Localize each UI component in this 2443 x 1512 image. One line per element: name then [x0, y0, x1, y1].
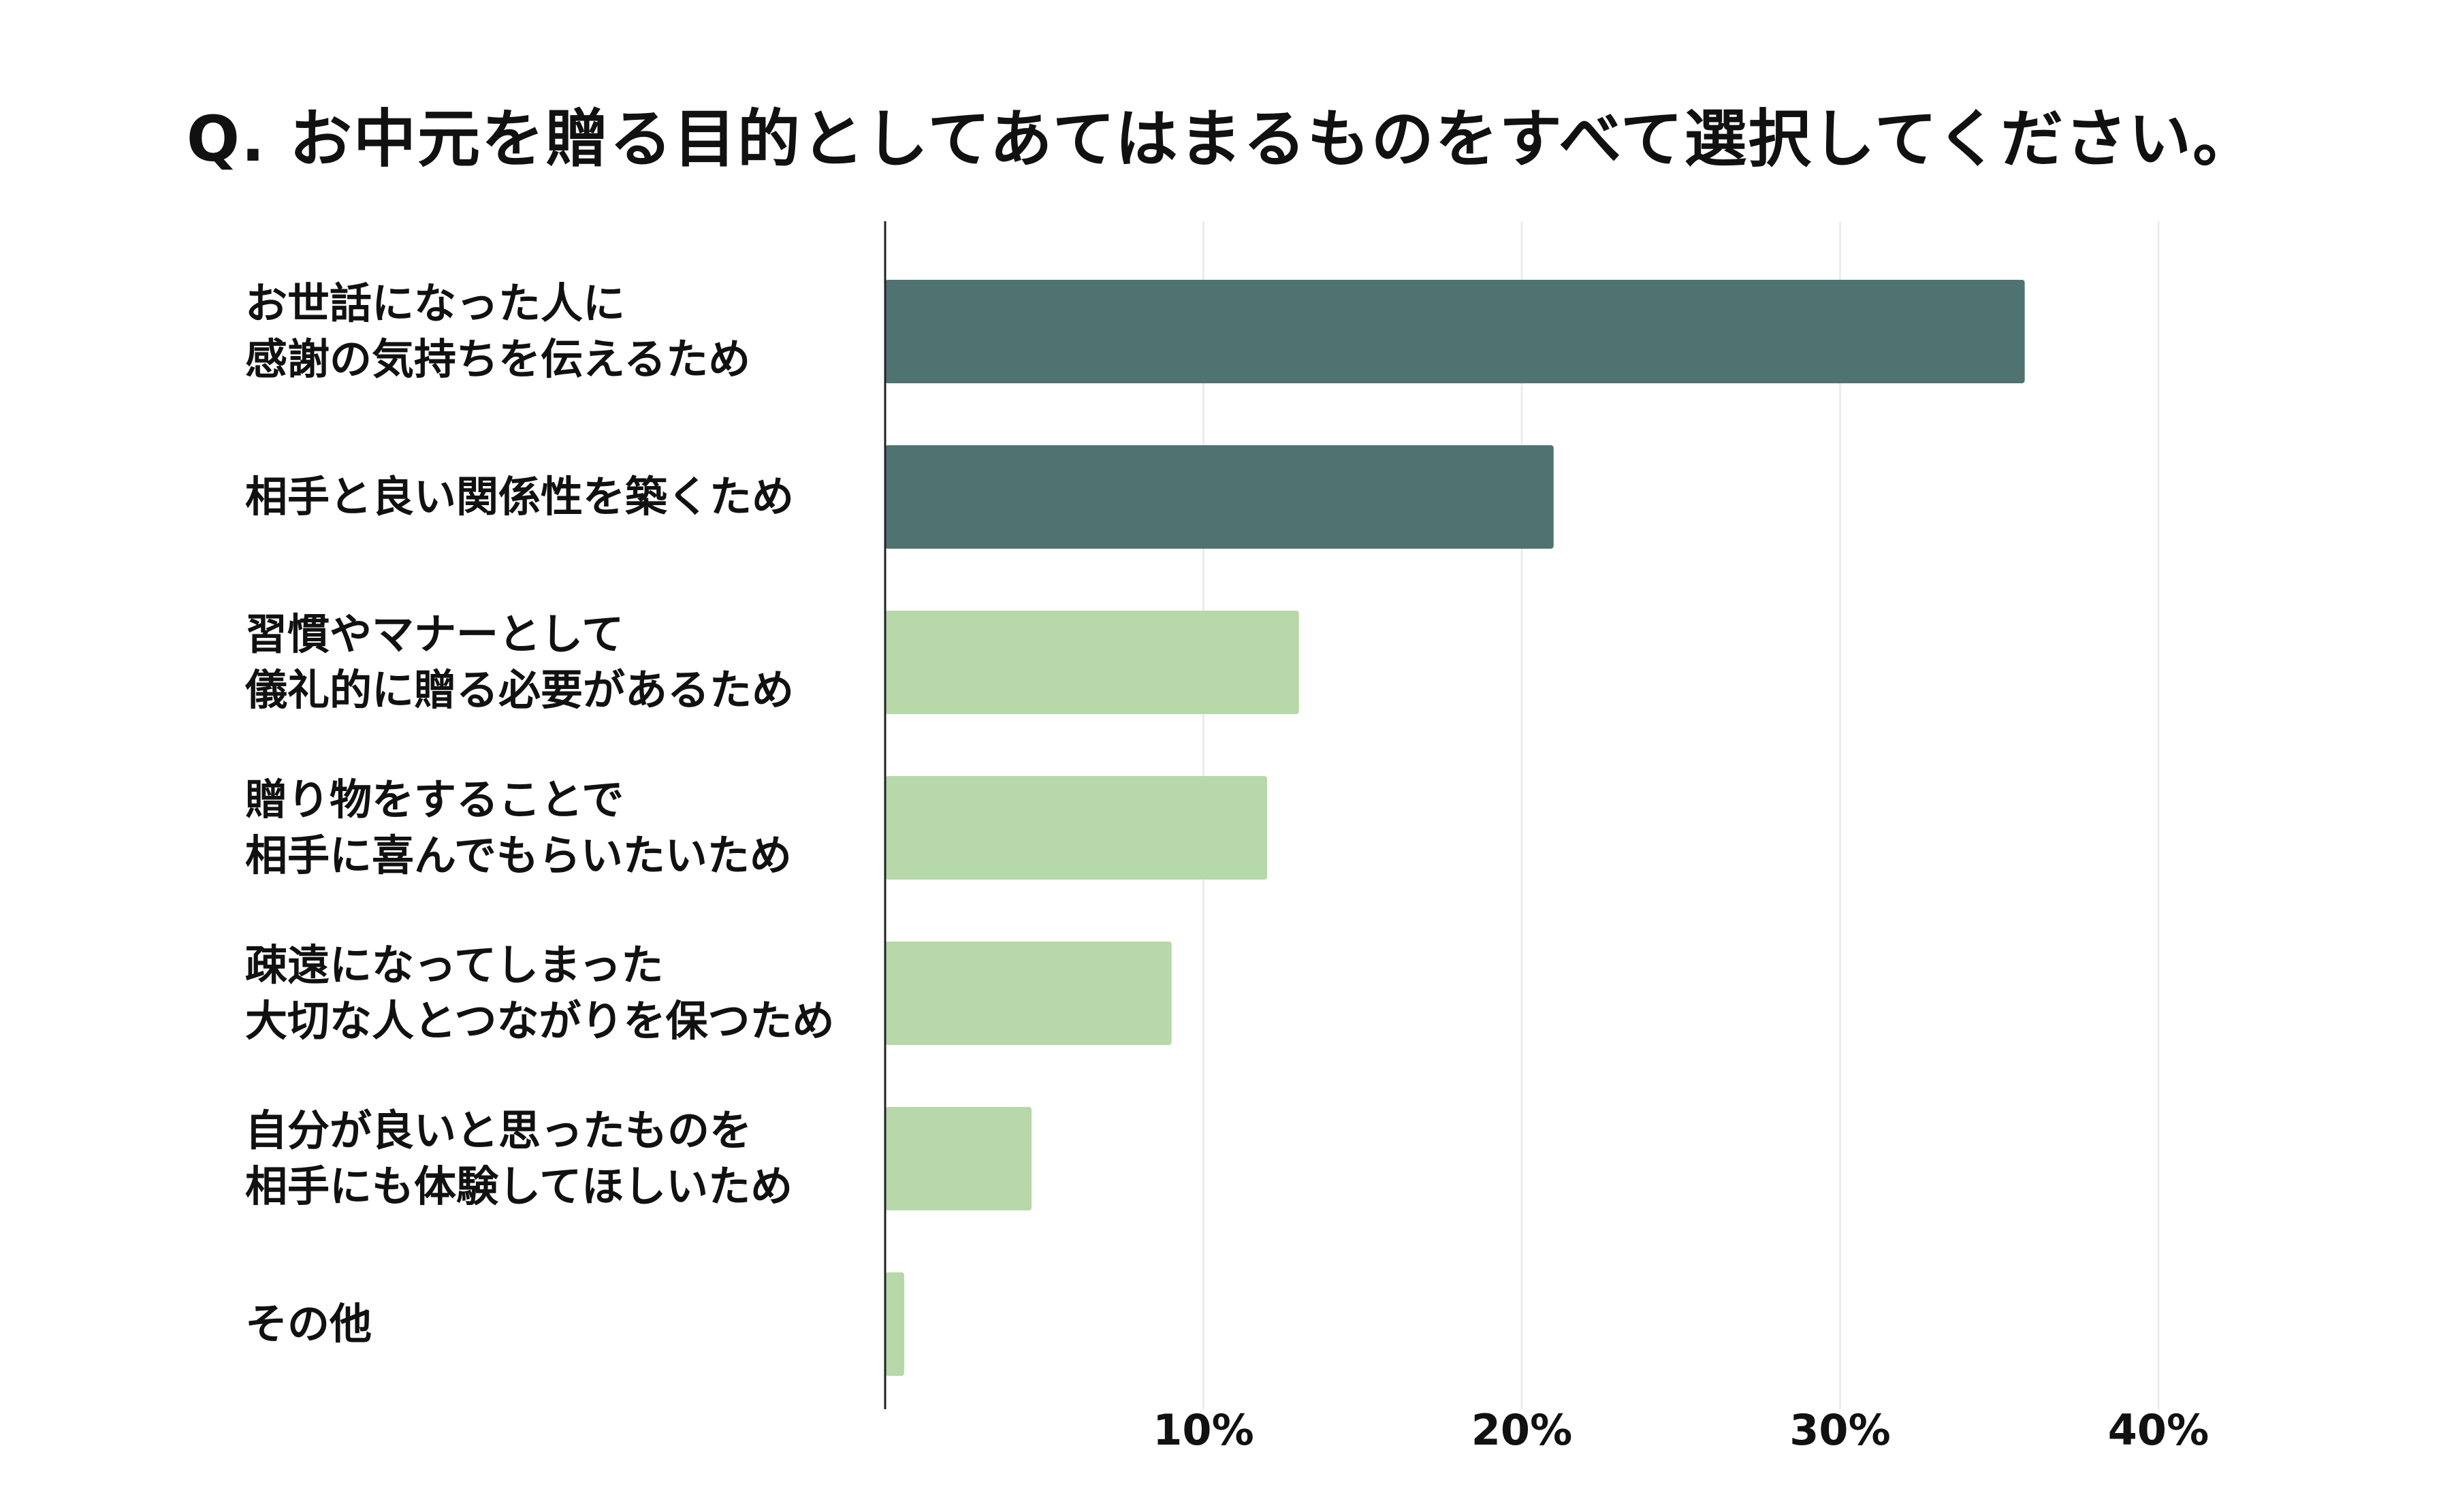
- category-label-3: 贈り物をすることで 相手に喜んでもらいたいため: [245, 775, 792, 880]
- bar-1: [885, 445, 1554, 549]
- category-label-6: その他: [245, 1299, 372, 1349]
- category-label-1: 相手と良い関係性を築くため: [245, 472, 795, 521]
- x-tick-label-1: 20%: [1471, 1405, 1572, 1455]
- bar-0: [885, 280, 2025, 383]
- x-tick-label-2: 30%: [1789, 1405, 1890, 1455]
- category-label-2: 習慣やマナーとして 儀礼的に贈る必要があるため: [245, 609, 795, 715]
- bar-6: [885, 1272, 905, 1376]
- bar-5: [885, 1107, 1032, 1210]
- bar-2: [885, 611, 1299, 714]
- x-tick-label-3: 40%: [2108, 1405, 2209, 1455]
- bar-3: [885, 776, 1267, 880]
- category-label-0: お世話になった人に 感謝の気持ちを伝えるため: [245, 278, 751, 384]
- category-label-5: 自分が良いと思ったものを 相手にも体験してほしいため: [245, 1106, 793, 1211]
- chart-title: Q. お中元を贈る目的としてあてはまるものをすべて選択してください。: [186, 103, 2257, 176]
- bar-4: [885, 942, 1172, 1045]
- x-tick-label-0: 10%: [1153, 1405, 1254, 1455]
- category-label-4: 疎遠になってしまった 大切な人とつながりを保つため: [245, 940, 835, 1046]
